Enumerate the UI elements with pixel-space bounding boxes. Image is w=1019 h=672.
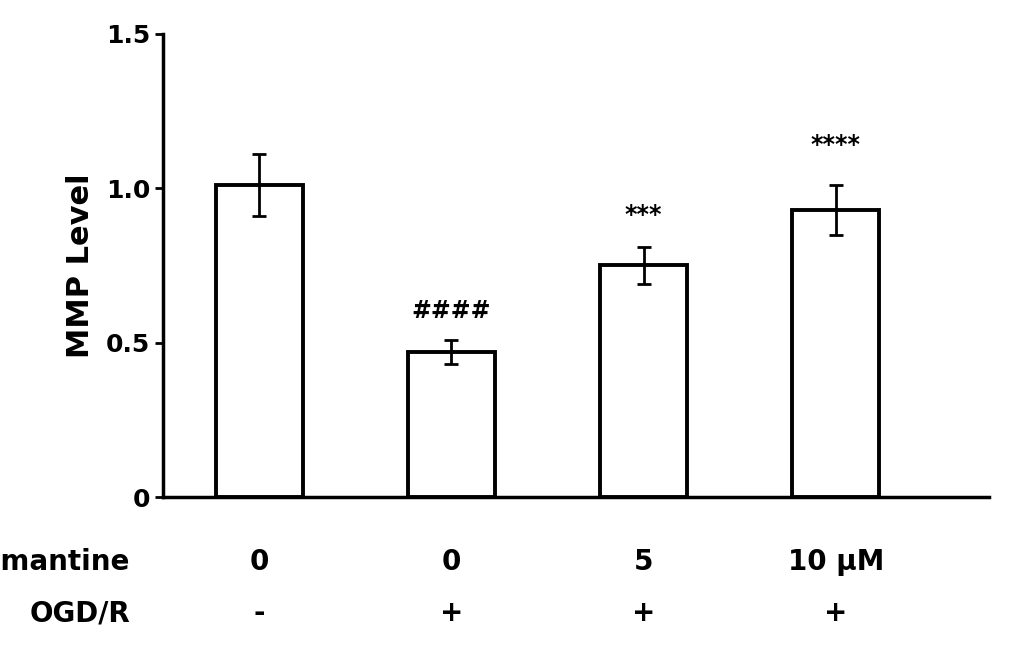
Text: ****: **** [810, 133, 860, 157]
Bar [408, 352, 494, 497]
Text: 0: 0 [250, 548, 269, 576]
Bar [600, 265, 686, 497]
Bar [216, 185, 303, 497]
Text: ***: *** [625, 203, 661, 227]
Text: +: + [823, 599, 847, 627]
Text: ####: #### [412, 298, 491, 323]
Bar [792, 210, 878, 497]
Text: +: + [439, 599, 463, 627]
Y-axis label: MMP Level: MMP Level [65, 173, 95, 358]
Text: Memantine: Memantine [0, 548, 130, 576]
Text: OGD/R: OGD/R [30, 599, 130, 627]
Text: 10 μM: 10 μM [787, 548, 883, 576]
Text: 0: 0 [441, 548, 461, 576]
Text: +: + [631, 599, 654, 627]
Text: -: - [254, 599, 265, 627]
Text: 5: 5 [633, 548, 652, 576]
